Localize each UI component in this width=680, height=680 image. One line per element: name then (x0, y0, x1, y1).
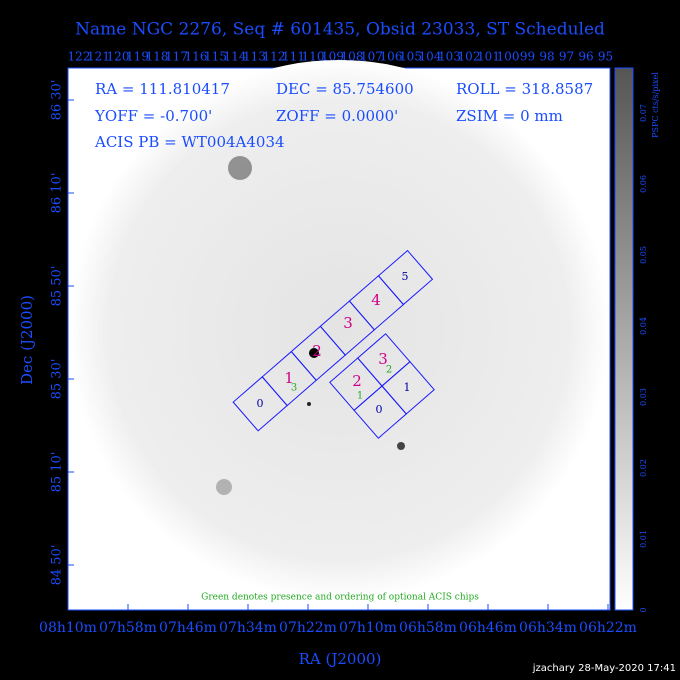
x-tick-label: 07h10m (339, 620, 397, 636)
chip-label: 1 (284, 369, 294, 387)
y-tick-label: 84 50' (50, 545, 65, 586)
source (216, 479, 232, 495)
x-ticks: 08h10m 07h58m 07h46m 07h34m 07h22m 07h10m 06h5… (39, 604, 637, 636)
colorbar-tick-label: 0.01 (639, 530, 648, 548)
source (307, 402, 311, 406)
chip-label: 3 (378, 350, 388, 368)
top-tick-label: 95 (598, 50, 613, 64)
chip-label: 0 (376, 403, 383, 416)
top-tick-label: 113 (243, 50, 266, 64)
x-axis-label: RA (J2000) (299, 650, 382, 668)
colorbar-tick-label: 0.04 (639, 317, 648, 335)
y-ticks: 86 30' 86 10' 85 50' 85 30' 85 10' 84 50' (50, 80, 74, 586)
top-tick-label: 117 (165, 50, 188, 64)
top-tick-label: 111 (282, 50, 305, 64)
chip (381, 361, 435, 415)
info: ZSIM = 0 mm (456, 107, 563, 125)
x-tick-label: 07h22m (279, 620, 337, 636)
x-tick-label: 07h46m (159, 620, 217, 636)
colorbar-tick-label: 0.03 (639, 388, 648, 406)
x-tick-label: 07h34m (219, 620, 277, 636)
top-tick-label: 103 (438, 50, 461, 64)
top-tick-label: 121 (87, 50, 110, 64)
top-tick-label: 105 (399, 50, 422, 64)
info: DEC = 85.754600 (276, 80, 414, 98)
s-array (232, 249, 434, 432)
chip (377, 249, 434, 306)
top-tick-label: 97 (559, 50, 574, 64)
field (69, 60, 609, 600)
info: ACIS PB = WT004A4034 (94, 133, 285, 151)
y-axis-label: Dec (J2000) (18, 295, 36, 385)
x-tick-label: 06h22m (579, 620, 637, 636)
top-tick-label: 109 (321, 50, 344, 64)
top-tick-label: 98 (539, 50, 554, 64)
top-tick-label: 100 (497, 50, 520, 64)
chip-label: 2 (352, 372, 362, 390)
chip-label: 5 (402, 270, 409, 283)
chip-label: 1 (404, 381, 411, 394)
info: RA = 111.810417 (95, 80, 230, 98)
source (228, 156, 252, 180)
footer: jzachary 28-May-2020 17:41 (532, 663, 676, 674)
y-tick-label: 85 50' (50, 266, 65, 307)
top-tick-label: 99 (520, 50, 535, 64)
y-tick-label: 85 10' (50, 452, 65, 493)
top-tick-label: 122 (68, 50, 91, 64)
colorbar (614, 67, 634, 611)
chip-label: 4 (371, 291, 381, 309)
x-tick-label: 06h34m (519, 620, 577, 636)
source (397, 442, 405, 450)
top-ticks: 1221211201191181171161151141131121111101… (68, 50, 614, 64)
top-tick-label: 118 (146, 50, 169, 64)
note: Green denotes presence and ordering of o… (201, 593, 479, 603)
optional-order: 3 (291, 383, 297, 394)
top-tick-label: 112 (263, 50, 286, 64)
chip-label: 3 (343, 314, 353, 332)
x-tick-label: 08h10m (39, 620, 97, 636)
top-tick-label: 119 (126, 50, 149, 64)
source (309, 348, 319, 358)
x-tick-label: 07h58m (99, 620, 157, 636)
colorbar-tick-label: 0.02 (639, 459, 648, 477)
top-tick-label: 108 (341, 50, 364, 64)
top-tick-label: 102 (458, 50, 481, 64)
top-tick-label: 101 (477, 50, 500, 64)
title: Name NGC 2276, Seq # 601435, Obsid 23033… (75, 20, 605, 40)
top-tick-label: 110 (302, 50, 325, 64)
x-tick-label: 06h58m (399, 620, 457, 636)
top-tick-label: 116 (185, 50, 208, 64)
x-tick-label: 06h46m (459, 620, 517, 636)
top-tick-label: 114 (224, 50, 247, 64)
top-tick-label: 120 (107, 50, 130, 64)
i-array (329, 333, 435, 439)
colorbar-label: PSPC cts/s/pixel (651, 72, 660, 138)
chip-label: 2 (312, 342, 322, 360)
y-tick-label: 86 30' (50, 80, 65, 121)
chip-label: 0 (257, 397, 264, 410)
info: ZOFF = 0.0000' (276, 107, 398, 125)
colorbar-tick-label: 0.06 (639, 175, 648, 193)
optional-order: 1 (357, 391, 363, 402)
optional-order: 2 (386, 365, 392, 376)
y-tick-label: 85 30' (50, 359, 65, 400)
y-tick-label: 86 10' (50, 173, 65, 214)
colorbar-tick-label: 0.07 (639, 104, 648, 122)
colorbar-ticks: 0 0.01 0.02 0.03 0.04 0.05 0.06 0.07 (639, 104, 648, 612)
top-tick-label: 106 (380, 50, 403, 64)
colorbar-tick-label: 0.05 (639, 246, 648, 264)
colorbar-tick-label: 0 (639, 607, 648, 612)
info: YOFF = -0.700' (94, 107, 212, 125)
info: ROLL = 318.8587 (456, 80, 593, 98)
top-tick-label: 96 (578, 50, 593, 64)
top-tick-label: 115 (204, 50, 227, 64)
top-tick-label: 107 (360, 50, 383, 64)
top-tick-label: 104 (419, 50, 442, 64)
